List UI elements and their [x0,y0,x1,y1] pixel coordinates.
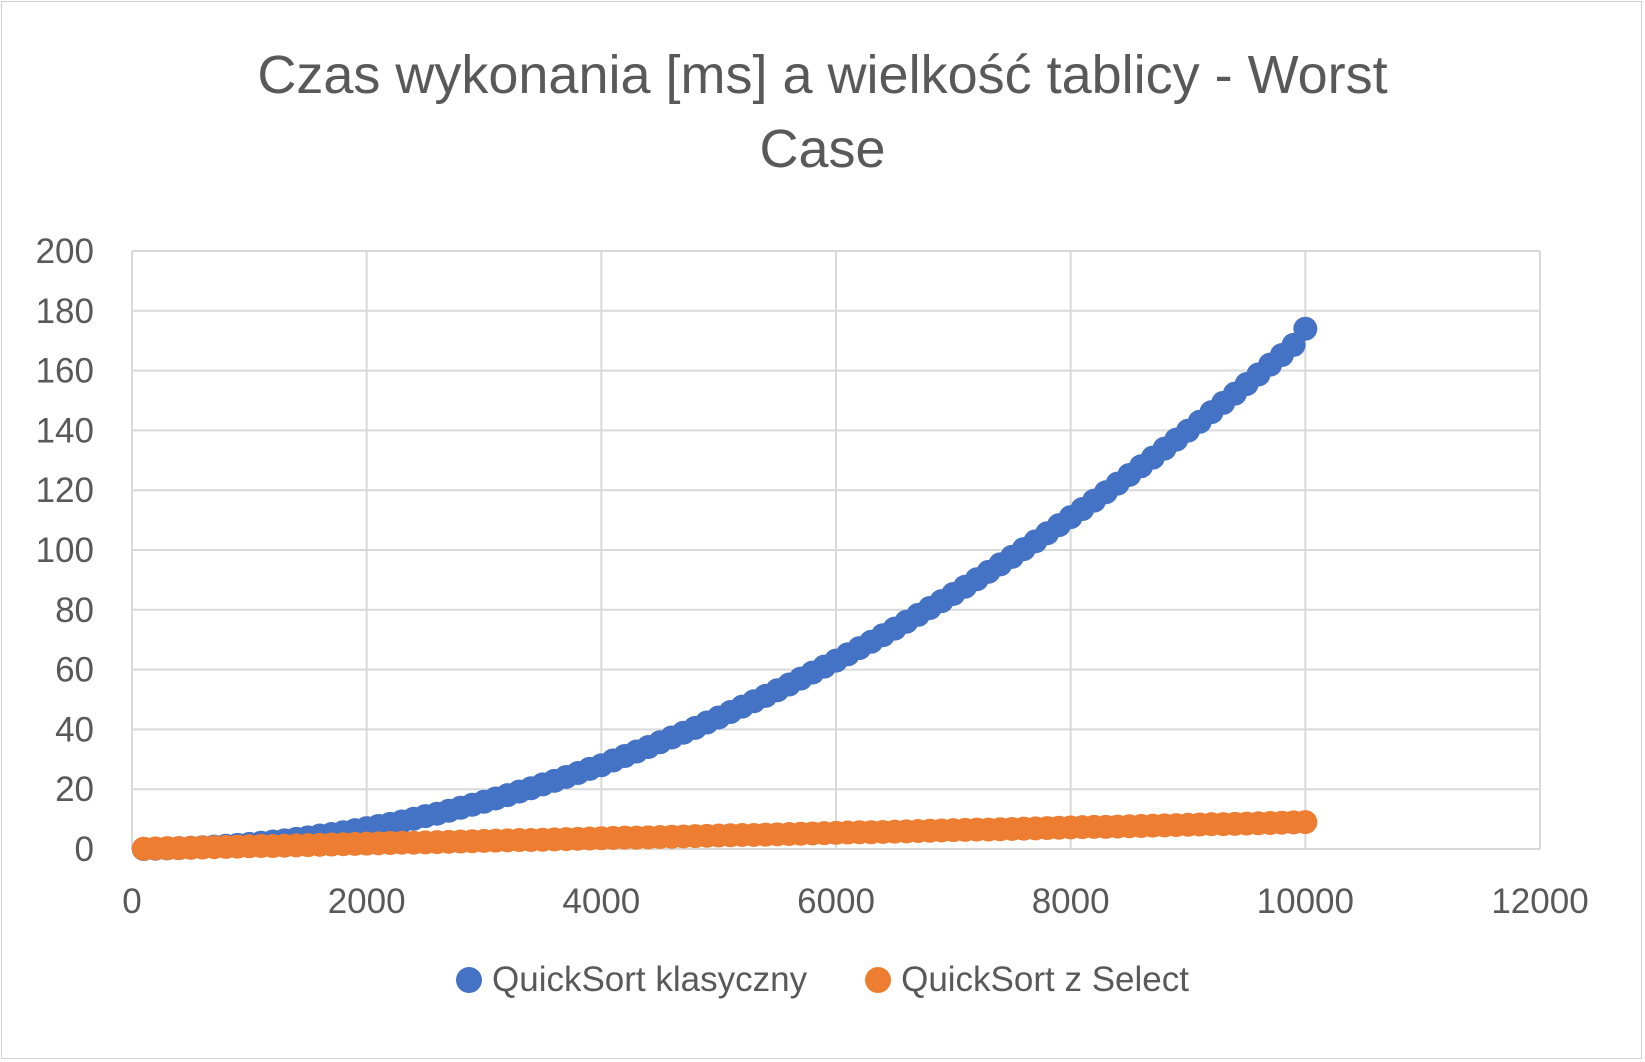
series-2 [131,810,1318,861]
y-tick-label: 40 [55,710,94,749]
y-tick-label: 140 [36,411,94,450]
y-tick-label: 20 [55,770,94,809]
y-tick-label: 100 [36,531,94,570]
chart-title-line-2: Case [759,119,886,179]
legend-item-series-2: QuickSort z Select [865,960,1189,1000]
x-tick-label: 2000 [328,882,406,921]
x-tick-label: 8000 [1032,882,1110,921]
y-tick-label: 80 [55,591,94,630]
x-tick-label: 10000 [1257,882,1354,921]
legend-marker-series-2 [865,967,892,993]
y-tick-label: 120 [36,471,94,510]
legend-label-series-2: QuickSort z Select [901,960,1189,999]
y-tick-label: 160 [36,352,94,391]
x-tick-label: 0 [122,882,141,921]
data-point [1293,810,1318,835]
y-tick-label: 0 [75,830,94,869]
legend-item-series-1: QuickSort klasyczny [456,960,807,1000]
x-tick-label: 12000 [1491,882,1588,921]
series-1 [131,316,1318,861]
legend-marker-series-1 [456,967,482,993]
gridlines [131,250,1541,850]
x-tick-label: 4000 [562,882,640,921]
x-tick-label: 6000 [797,882,875,921]
y-tick-label: 60 [55,651,94,690]
series-layer [131,316,1318,861]
data-point [1293,316,1318,341]
chart-title: Czas wykonania [ms] a wielkość tablicy -… [0,38,1645,186]
y-tick-label: 200 [36,232,94,271]
chart-title-line-1: Czas wykonania [ms] a wielkość tablicy -… [257,45,1388,105]
legend: QuickSort klasyczny QuickSort z Select [0,960,1645,1000]
legend-label-series-1: QuickSort klasyczny [492,960,808,999]
y-tick-label: 180 [36,292,94,331]
